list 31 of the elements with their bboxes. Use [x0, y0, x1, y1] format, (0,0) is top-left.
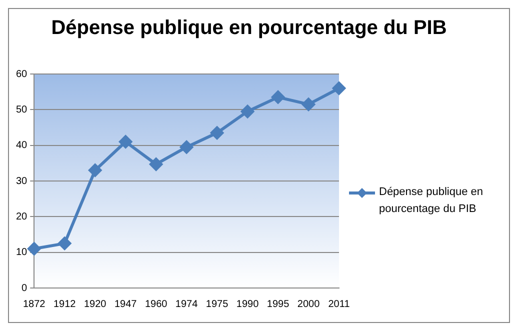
y-tick-label: 0 [22, 282, 28, 294]
x-tick-label: 1947 [114, 298, 138, 310]
y-tick-label: 60 [16, 68, 28, 80]
y-tick-label: 10 [16, 247, 28, 258]
point [180, 140, 194, 154]
x-tick-label: 1995 [266, 298, 290, 310]
x-tick-label: 1960 [144, 298, 168, 310]
x-tick-label: 1912 [53, 298, 76, 310]
legend-label: Dépense publique en pourcentage du PIB [379, 185, 484, 217]
point [302, 98, 316, 111]
y-tick-label: 30 [16, 176, 28, 187]
y-tick-label: 40 [16, 140, 28, 152]
x-tick-label: 2011 [328, 298, 350, 310]
point [241, 104, 254, 118]
x-tick-label: 1975 [206, 298, 229, 310]
point [150, 158, 163, 171]
x-tick-label: 1990 [236, 298, 260, 310]
x-tick-label: 2000 [297, 298, 320, 310]
x-tick-label: 1920 [84, 298, 107, 310]
point [28, 242, 41, 256]
chart-title: Dépense publique en pourcentage du PIB [50, 16, 448, 41]
point [272, 90, 285, 104]
x-tick-label: 1974 [175, 298, 198, 310]
x-tick-label: 1872 [23, 298, 46, 310]
point [58, 236, 72, 250]
point [210, 126, 224, 140]
point [119, 135, 132, 148]
point [332, 82, 346, 95]
y-tick-label: 50 [16, 104, 28, 116]
y-tick-label: 20 [16, 211, 28, 222]
point [88, 164, 102, 177]
